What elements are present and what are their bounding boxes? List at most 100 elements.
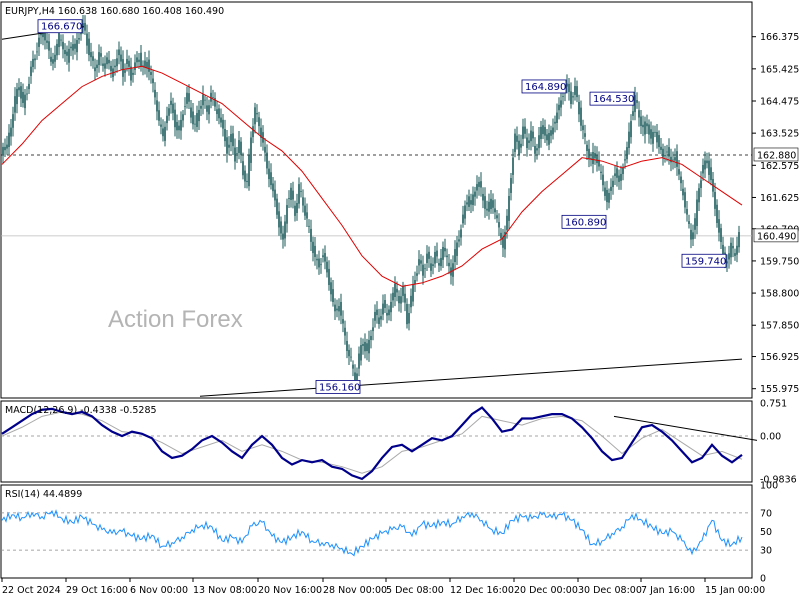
candle-body	[430, 263, 432, 271]
candle-body	[258, 117, 260, 127]
candle-body	[732, 245, 734, 249]
candle-body	[574, 85, 576, 95]
candle-body	[492, 200, 494, 208]
candle-body	[34, 58, 36, 61]
candle-body	[384, 300, 386, 308]
candle-body	[106, 57, 108, 65]
candle-body	[624, 159, 626, 161]
candle-body	[244, 170, 246, 182]
candle-body	[210, 92, 212, 102]
candle-body	[680, 176, 682, 184]
candle-body	[310, 228, 312, 242]
candle-body	[508, 195, 510, 221]
candle-body	[54, 54, 56, 62]
candle-body	[738, 232, 740, 248]
candle-body	[354, 372, 356, 387]
candle-body	[336, 308, 338, 311]
candle-body	[70, 46, 72, 49]
candle-body	[694, 218, 696, 230]
candle-body	[538, 135, 540, 149]
candle-body	[428, 251, 430, 259]
candle-body	[704, 160, 706, 170]
candle-body	[152, 78, 154, 84]
candle-body	[524, 126, 526, 134]
candle-body	[264, 146, 266, 153]
candle-body	[510, 178, 512, 193]
annotation-box	[315, 380, 361, 394]
candle-body	[580, 107, 582, 126]
candle-body	[206, 105, 208, 112]
candle-body	[234, 147, 236, 162]
candle-body	[708, 160, 710, 175]
candle-body	[366, 343, 368, 352]
candle-body	[38, 37, 40, 47]
x-tick-label: 5 Dec 08:00	[386, 585, 444, 596]
candle-body	[620, 173, 622, 181]
candle-body	[562, 96, 564, 97]
candle-body	[448, 262, 450, 267]
candle-body	[540, 126, 542, 139]
x-tick-label: 15 Jan 00:00	[705, 585, 765, 596]
candle-body	[86, 33, 88, 46]
candle-body	[42, 33, 44, 38]
candle-body	[110, 65, 112, 72]
candle-body	[598, 159, 600, 167]
candle-body	[240, 141, 242, 155]
candle-body	[262, 132, 264, 143]
candle-body	[664, 155, 666, 157]
candle-body	[66, 51, 68, 56]
last-price-label: 160.490	[757, 231, 796, 242]
candle-body	[388, 309, 390, 316]
candle-body	[342, 319, 344, 324]
x-tick-label: 20 Nov 16:00	[258, 585, 322, 596]
candle-body	[132, 72, 134, 75]
candle-body	[662, 148, 664, 158]
candle-body	[82, 23, 84, 28]
candle-body	[236, 153, 238, 154]
candle-body	[410, 295, 412, 308]
candle-body	[30, 66, 32, 77]
candle-body	[472, 194, 474, 205]
candle-body	[596, 154, 598, 164]
candle-body	[14, 96, 16, 113]
price-tick-label: 165.425	[760, 64, 799, 75]
candle-body	[98, 52, 100, 66]
candle-body	[554, 121, 556, 124]
candle-body	[546, 134, 548, 141]
candle-body	[114, 65, 116, 68]
candle-body	[226, 137, 228, 154]
candle-body	[682, 188, 684, 196]
candle-body	[438, 263, 440, 266]
candle-body	[498, 222, 500, 228]
candle-body	[652, 131, 654, 144]
candle-body	[402, 285, 404, 296]
x-tick-label: 7 Jan 16:00	[641, 585, 695, 596]
candle-body	[260, 127, 262, 138]
candle-body	[92, 56, 94, 61]
macd-trendline	[613, 415, 758, 441]
candle-body	[528, 140, 530, 143]
x-tick-label: 30 Dec 08:00	[578, 585, 642, 596]
candle-body	[376, 309, 378, 316]
candle-body	[530, 130, 532, 142]
candle-body	[94, 67, 96, 72]
candle-body	[588, 148, 590, 159]
candle-body	[300, 191, 302, 192]
candle-body	[660, 146, 662, 150]
candle-body	[460, 229, 462, 238]
macd-label: MACD(12,26,9) -0.4338 -0.5285	[5, 405, 157, 416]
candle-body	[478, 181, 480, 187]
candle-body	[408, 312, 410, 324]
candle-body	[116, 58, 118, 67]
candle-body	[232, 133, 234, 147]
candle-body	[212, 97, 214, 98]
candle-body	[614, 173, 616, 176]
price-tick-label: 158.800	[760, 289, 799, 300]
candle-body	[140, 52, 142, 67]
candle-body	[276, 198, 278, 215]
candle-body	[440, 257, 442, 267]
candle-body	[628, 131, 630, 149]
candle-body	[396, 288, 398, 293]
candle-body	[646, 123, 648, 127]
candle-body	[340, 301, 342, 316]
